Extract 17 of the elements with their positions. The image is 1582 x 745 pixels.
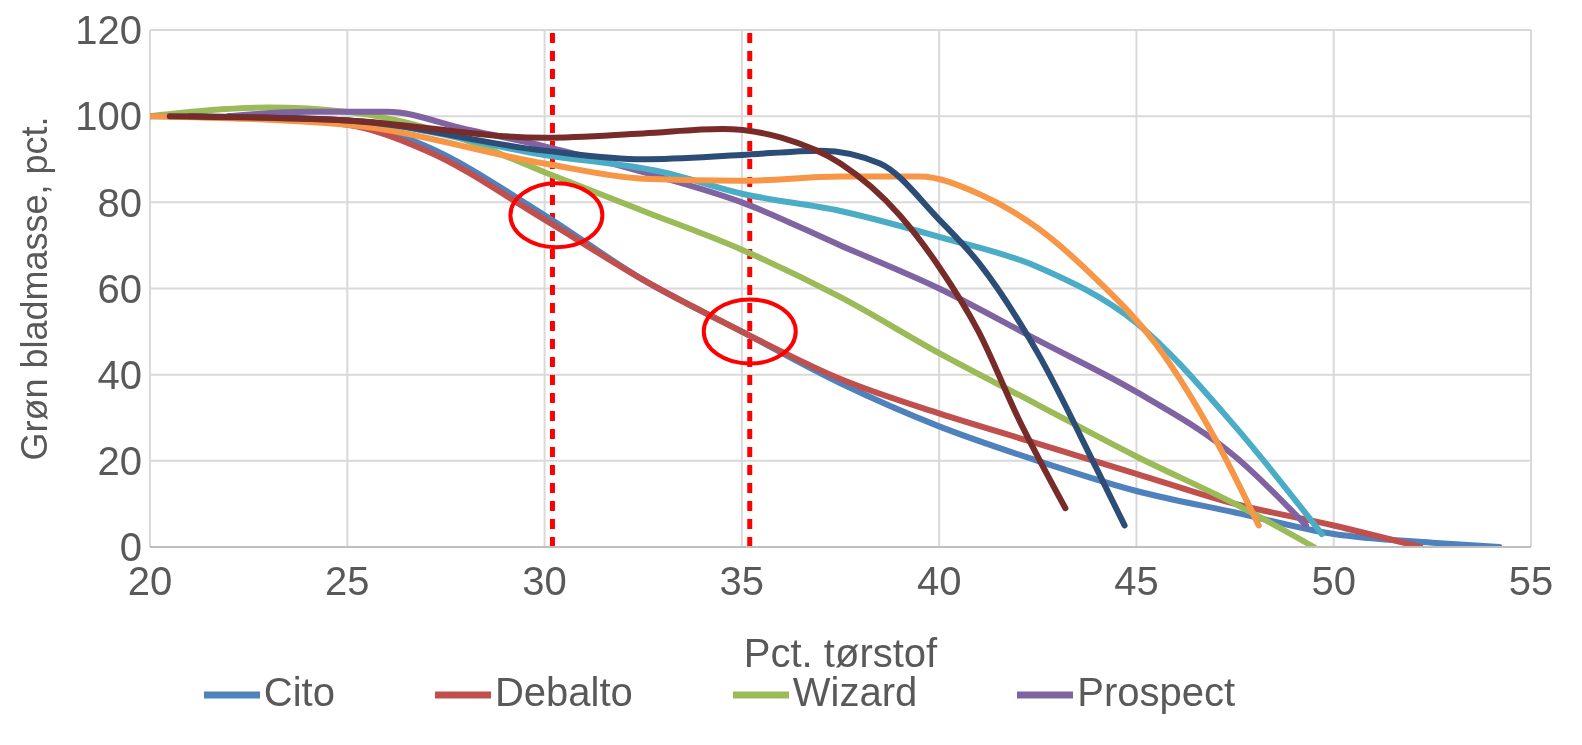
x-tick-label: 45 bbox=[1114, 559, 1159, 604]
x-tick-label: 55 bbox=[1508, 559, 1554, 604]
y-tick-label: 40 bbox=[97, 352, 142, 397]
y-tick-label: 100 bbox=[75, 94, 142, 139]
x-tick-label: 50 bbox=[1311, 559, 1356, 604]
x-tick-label: 35 bbox=[719, 559, 765, 604]
y-tick-label: 120 bbox=[75, 8, 142, 53]
legend-label: Prospect bbox=[1077, 669, 1236, 714]
x-tick-label: 30 bbox=[522, 559, 567, 604]
y-tick-label: 60 bbox=[97, 266, 142, 311]
x-tick-label: 40 bbox=[916, 559, 962, 604]
y-axis-title: Grøn bladmasse, pct. bbox=[13, 116, 55, 461]
x-tick-label: 25 bbox=[325, 559, 370, 604]
legend-label: Cito bbox=[263, 669, 335, 714]
legend-label: Debalto bbox=[494, 669, 633, 714]
y-tick-label: 80 bbox=[97, 180, 142, 225]
y-tick-label: 20 bbox=[97, 439, 142, 484]
